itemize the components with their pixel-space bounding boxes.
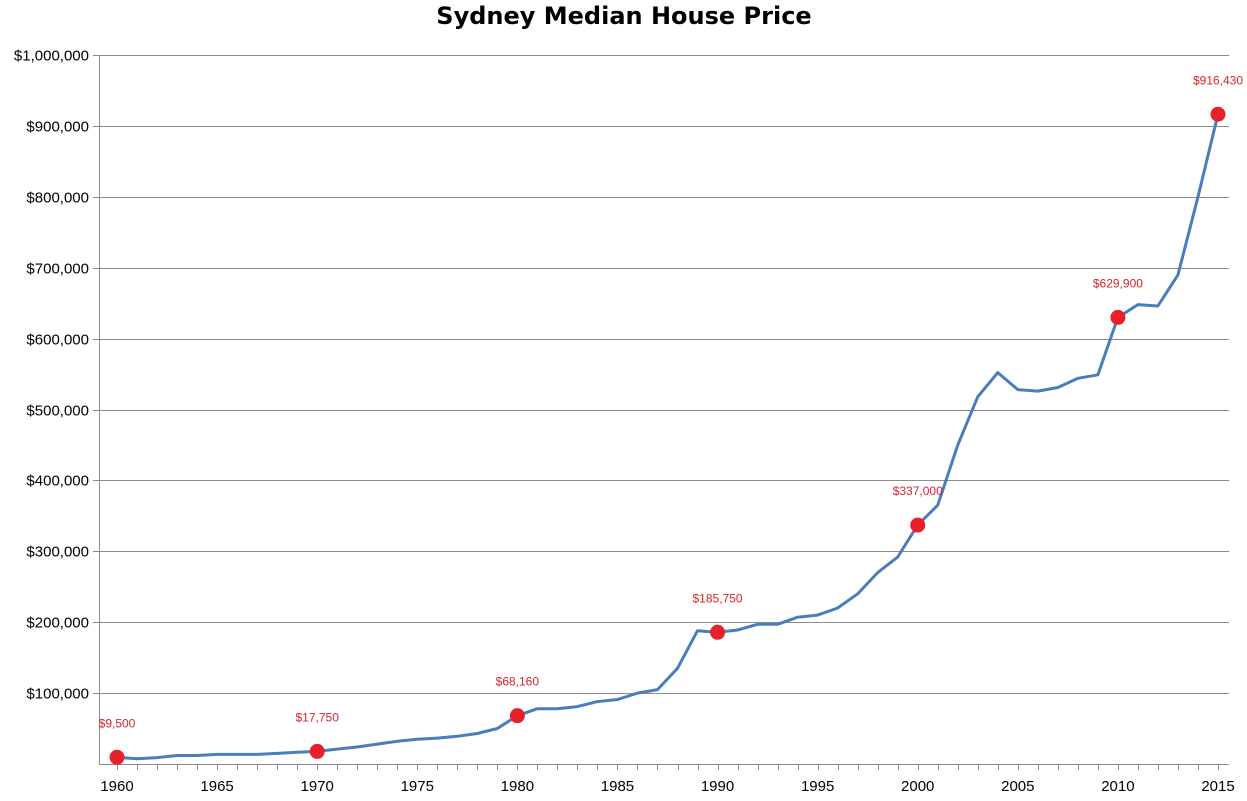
x-tick-label: 2000 [901, 778, 934, 795]
y-tick-label: $300,000 [26, 544, 89, 561]
y-tick-label: $800,000 [26, 190, 89, 207]
series-line-median-price [115, 112, 1220, 761]
highlight-marker [1210, 106, 1226, 122]
y-axis-tick-labels: $100,000 $200,000 $300,000 $400,000 $500,000… [14, 48, 89, 703]
x-axis-tick-labels: 1960 1965 1970 1975 1980 1985 1990 1995 2000 2005… [100, 778, 1234, 795]
y-tick-label: $500,000 [26, 403, 89, 420]
x-tick-label: 1980 [501, 778, 534, 795]
highlight-marker [509, 708, 525, 724]
highlight-marker [1110, 309, 1126, 325]
y-tick-label: $1,000,000 [14, 48, 89, 65]
y-tick-label: $600,000 [26, 332, 89, 349]
y-tick-label: $700,000 [26, 261, 89, 278]
axes [93, 55, 1229, 770]
y-tick-label: $400,000 [26, 473, 89, 490]
data-label: $629,900 [1093, 276, 1143, 290]
x-tick-label: 2015 [1201, 778, 1234, 795]
x-tick-label: 2010 [1101, 778, 1134, 795]
x-tick-label: 1960 [100, 778, 133, 795]
data-label: $337,000 [893, 484, 943, 498]
x-tick-label: 1975 [401, 778, 434, 795]
data-label: $916,430 [1193, 73, 1243, 87]
y-tick-label: $200,000 [26, 615, 89, 632]
data-label: $185,750 [693, 591, 743, 605]
highlight-marker [710, 624, 726, 640]
highlight-marker [109, 749, 125, 765]
highlight-marker [910, 517, 926, 533]
x-tick-label: 1995 [801, 778, 834, 795]
gridlines [99, 55, 1229, 694]
x-tick-label: 1965 [200, 778, 233, 795]
x-tick-label: 1970 [300, 778, 333, 795]
data-labels: $9,500 $17,750 $68,160 $185,750 $337,000 $629… [99, 73, 1244, 730]
data-label: $68,160 [496, 675, 540, 689]
x-tick-label: 2005 [1001, 778, 1034, 795]
y-tick-label: $900,000 [26, 119, 89, 136]
data-label: $9,500 [99, 716, 136, 730]
x-tick-label: 1990 [701, 778, 734, 795]
series [115, 112, 1220, 761]
data-label: $17,750 [295, 710, 339, 724]
highlight-markers [109, 106, 1226, 765]
highlight-marker [309, 743, 325, 759]
x-tick-label: 1985 [601, 778, 634, 795]
chart-title: Sydney Median House Price [436, 2, 811, 30]
y-tick-label: $100,000 [26, 686, 89, 703]
